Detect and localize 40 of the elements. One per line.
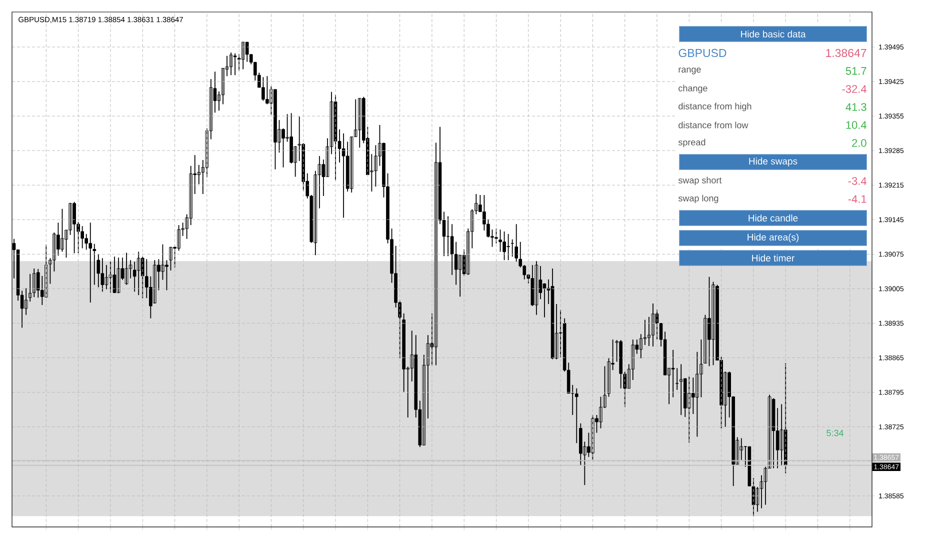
annotation: 41.3 [846,103,866,111]
annotation: 10.4 [846,121,866,129]
annotation: Hide candle [748,214,798,222]
candlestick [708,276,711,367]
candlestick [679,364,683,416]
annotation: swap long [678,194,718,204]
annotation: -4.1 [848,195,866,203]
annotation: -3.4 [848,177,866,185]
annotation: -32.4 [842,85,866,93]
annotation: Hide basic data [741,30,806,38]
candlestick [161,244,164,280]
candlestick [704,314,707,364]
candlestick [52,232,56,272]
candlestick [177,224,180,252]
candlestick [498,229,502,252]
candlestick [282,128,285,168]
candlestick [169,246,172,271]
annotation: 2.0 [852,139,866,147]
candlestick [712,281,715,366]
annotation: 1.38647 [826,48,866,58]
annotation: range [678,68,701,74]
annotation: Hide area(s) [748,234,799,242]
candlestick [165,260,168,291]
candlestick [502,231,506,261]
candlestick [68,202,72,236]
annotation: distance from high [678,102,752,112]
candlestick [274,88,277,170]
candlestick [60,208,64,252]
annotation: Hide timer [752,254,794,262]
annotation: 51.7 [846,67,866,75]
candlestick [700,339,703,398]
candlestick [56,222,60,256]
annotation: spread [678,138,706,148]
candlestick [607,358,610,398]
annotation: 5:34 [826,430,844,436]
annotation: swap short [678,176,722,186]
annotation: change [678,84,708,94]
annotation: Hide swaps [749,158,798,166]
annotation: distance from low [678,122,748,128]
annotation: GBPUSD [678,48,726,58]
